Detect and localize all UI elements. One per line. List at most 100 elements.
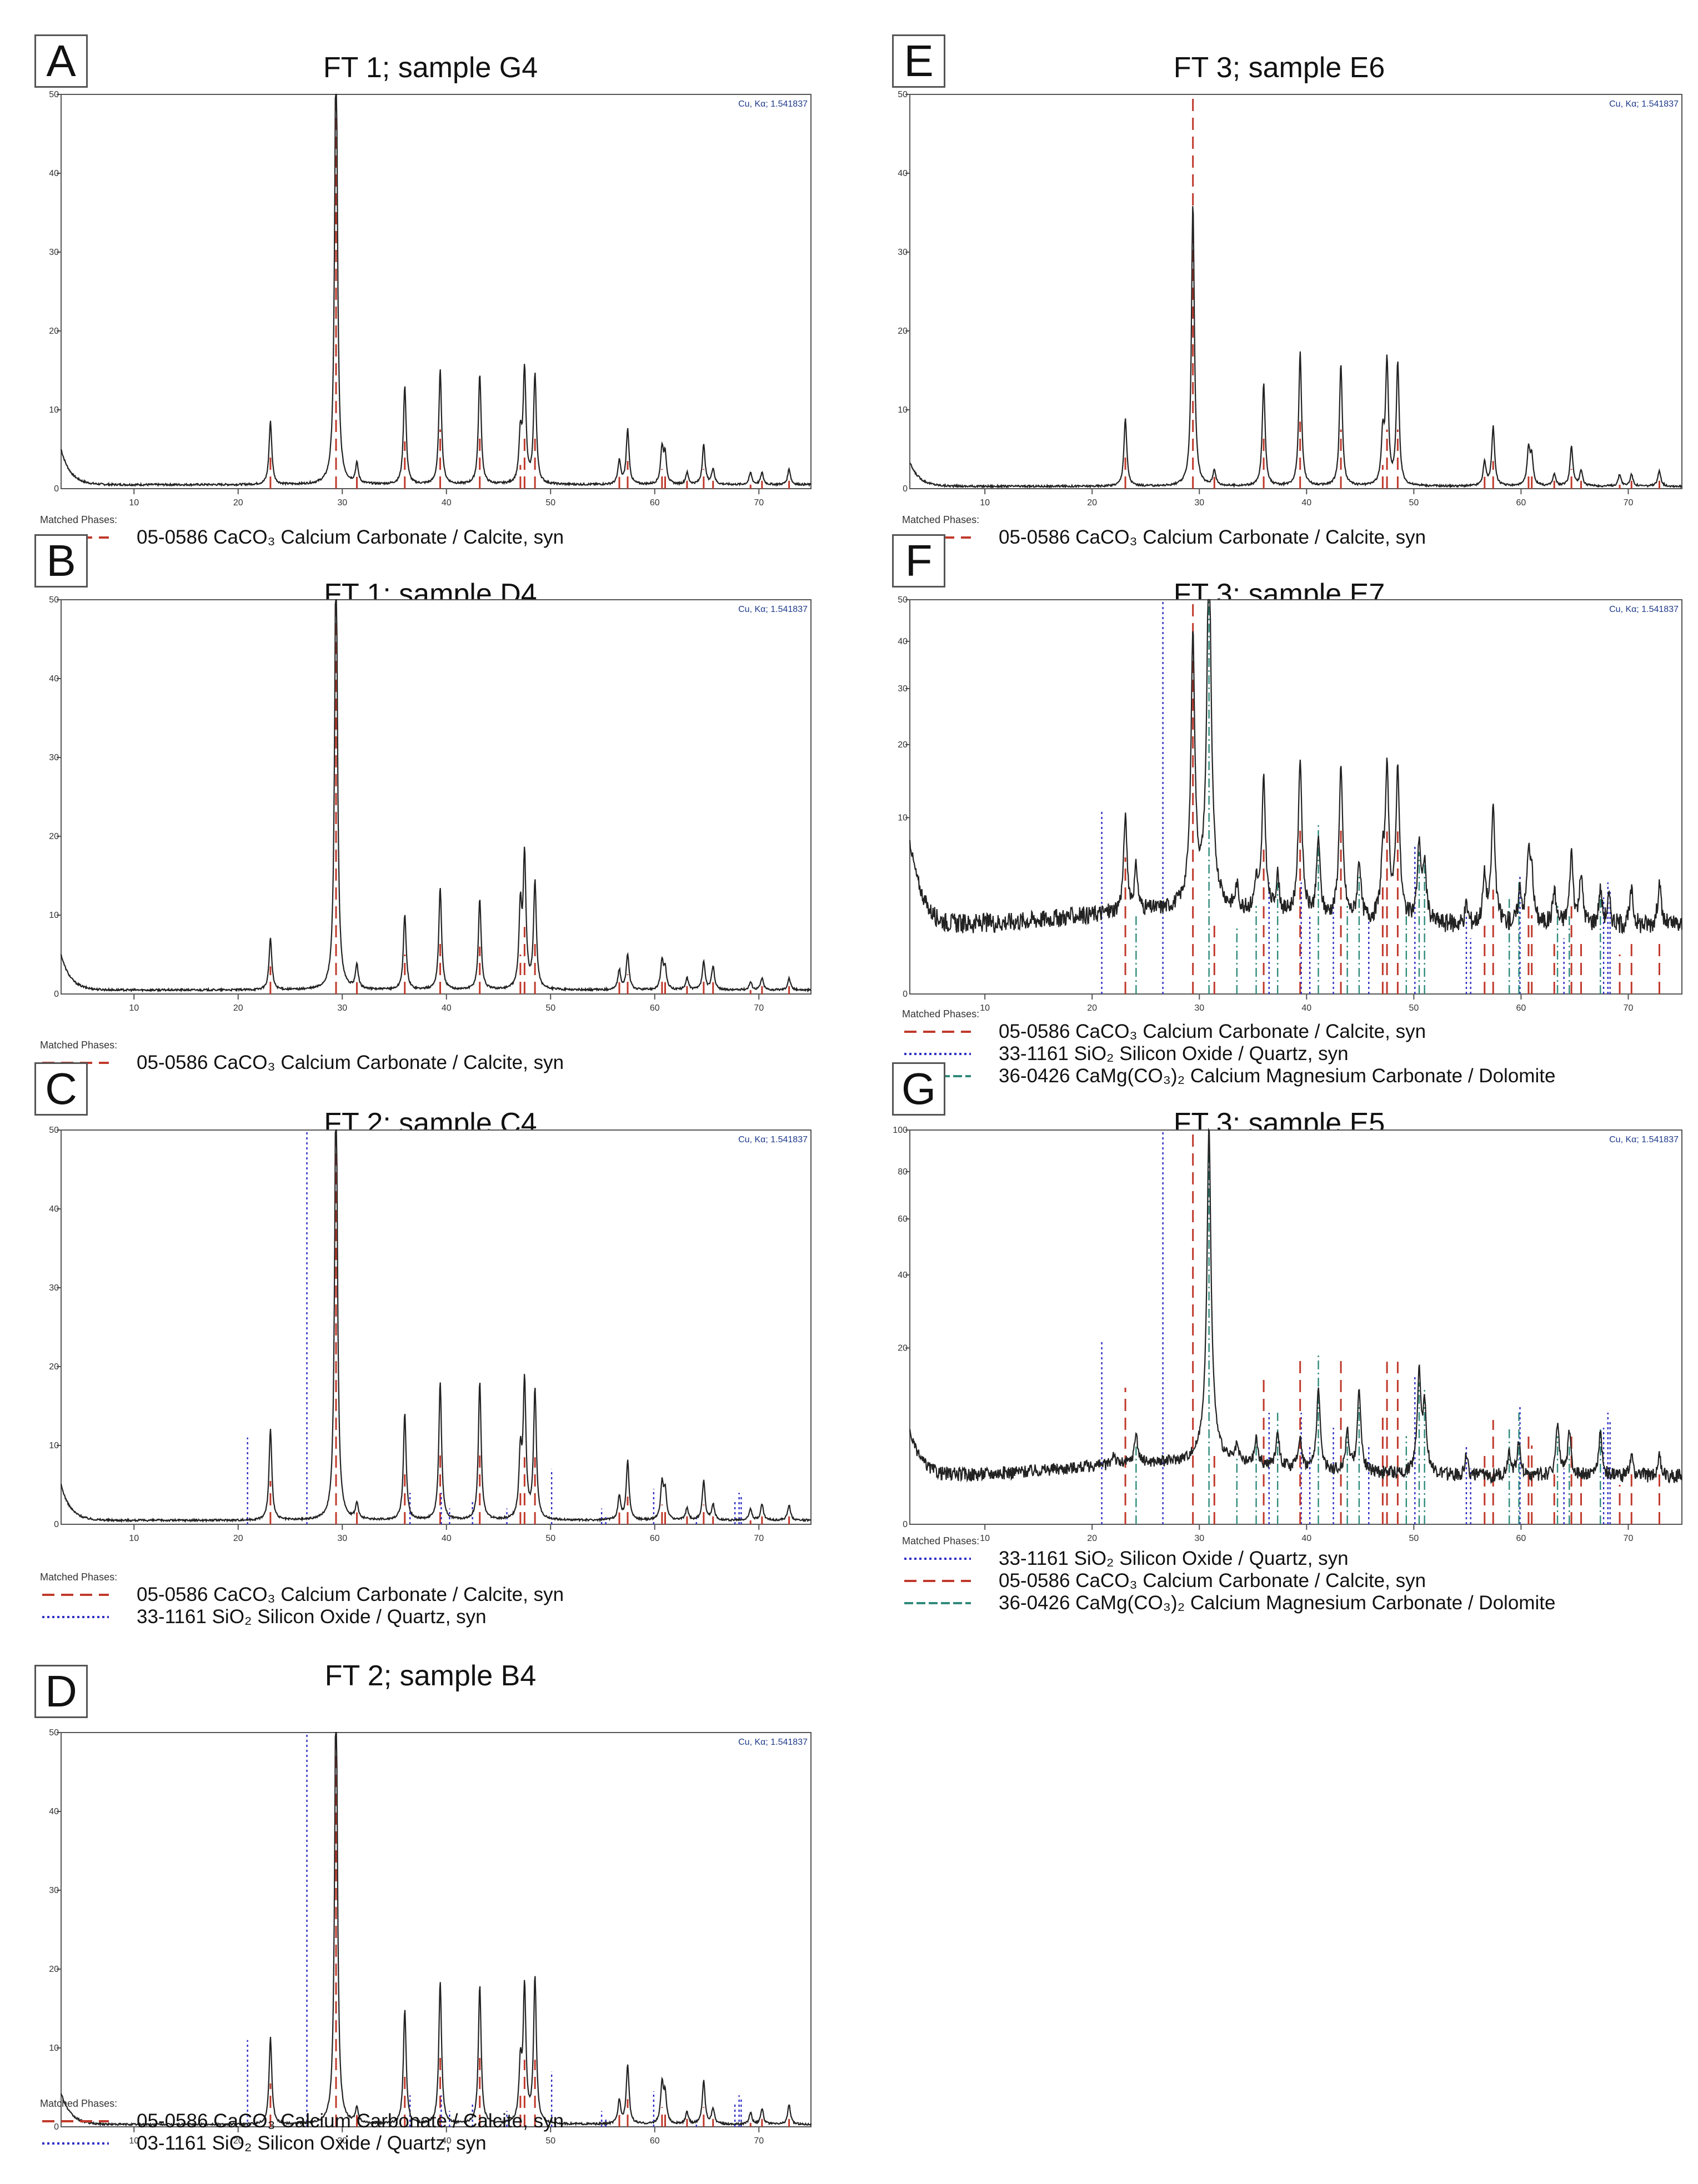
panel-b: B FT 1; sample D4 Cu, Kα; 1.541837 10 20 30… (0, 528, 849, 1088)
legend-heading: Matched Phases: (902, 514, 980, 525)
y-tick-label: 20 (898, 327, 908, 336)
legend-row-dolomite: 36-0426 CaMg(CO₃)₂ Calcium Magnesium Car… (902, 1592, 1555, 1614)
xrd-chart: Cu, Kα; 1.541837 10 20 30 40 50 0 10 20 30 40 50 60 7… (898, 595, 1683, 1013)
x-tick-label: 50 (545, 1003, 555, 1013)
x-tick-label: 10 (129, 2136, 139, 2146)
x-tick-label: 30 (1194, 1003, 1204, 1013)
panel-letter: D (34, 1665, 88, 1718)
legend-label: 33-1161 SiO₂ Silicon Oxide / Quartz, syn (999, 1548, 1349, 1569)
x-tick-label: 60 (1516, 1534, 1526, 1543)
legend-heading: Matched Phases: (40, 514, 118, 525)
plot-frame (909, 599, 1682, 995)
xrd-chart: Cu, Kα; 1.541837 10 20 30 40 50 0 10 20 30 40 50 60 7… (898, 90, 1682, 508)
legend-label: 05-0586 CaCO₃ Calcium Carbonate / Calcit… (137, 526, 564, 548)
y-tick-label: 0 (903, 484, 908, 494)
y-tick-label: 50 (49, 1728, 59, 1738)
radiation-label: Cu, Kα; 1.541837 (1609, 1135, 1679, 1144)
legend-row-quartz: 33-1161 SiO₂ Silicon Oxide / Quartz, syn (40, 1606, 564, 1628)
legend-label: 33-1161 SiO₂ Silicon Oxide / Quartz, syn (999, 1043, 1349, 1065)
y-tick-label: 40 (49, 1204, 59, 1214)
x-tick-label: 10 (980, 1534, 990, 1543)
x-tick-label: 60 (1516, 498, 1526, 508)
x-tick-label: 10 (129, 498, 139, 508)
legend-heading: Matched Phases: (40, 1572, 118, 1583)
radiation-label: Cu, Kα; 1.541837 (738, 605, 808, 614)
x-tick-label: 40 (442, 2136, 452, 2146)
xrd-chart: Cu, Kα; 1.541837 10 20 30 40 50 0 10 20 30 40 50 60 7… (49, 1126, 812, 1543)
legend-row-calcite: 05-0586 CaCO₃ Calcium Carbonate / Calcit… (40, 2110, 564, 2132)
y-tick-label: 60 (898, 1214, 908, 1224)
legend-swatch-quartz (904, 1558, 971, 1560)
y-tick-label: 0 (54, 2122, 59, 2132)
y-tick-label: 0 (54, 990, 59, 999)
x-tick-label: 70 (1624, 1003, 1634, 1013)
y-tick-label: 30 (49, 753, 59, 762)
panel-title: FT 3; sample E6 (1173, 52, 1385, 84)
x-tick-label: 50 (545, 2136, 555, 2146)
x-tick-label: 40 (442, 498, 452, 508)
legend-row-calcite: 05-0586 CaCO₃ Calcium Carbonate / Calcit… (902, 1021, 1555, 1043)
x-tick-label: 70 (1624, 1534, 1634, 1543)
legend-label: 05-0586 CaCO₃ Calcium Carbonate / Calcit… (999, 1021, 1426, 1042)
panel-letter: C (34, 1062, 88, 1116)
y-tick-label: 40 (898, 637, 908, 646)
legend-heading: Matched Phases: (40, 1040, 118, 1051)
measured-pattern-line (60, 1731, 812, 2127)
panel-e: E FT 3; sample E6 Cu, Kα; 1.541837 10 20 30… (849, 0, 1698, 561)
x-tick-label: 60 (1516, 1003, 1526, 1013)
plot-frame (61, 599, 812, 995)
y-tick-label: 20 (49, 1965, 59, 1974)
legend-row-quartz: 33-1161 SiO₂ Silicon Oxide / Quartz, syn (902, 1043, 1555, 1065)
x-tick-label: 50 (545, 498, 555, 508)
panel-letter: G (892, 1062, 945, 1116)
panel-title: FT 2; sample B4 (324, 1660, 537, 1692)
x-tick-label: 70 (1624, 498, 1634, 508)
legend-label: 33-1161 SiO₂ Silicon Oxide / Quartz, syn (137, 1606, 487, 1628)
x-tick-label: 30 (1194, 498, 1204, 508)
y-tick-label: 10 (49, 2044, 59, 2053)
x-tick-label: 10 (980, 498, 990, 508)
legend-swatch-quartz (42, 1616, 109, 1618)
y-tick-label: 100 (893, 1126, 908, 1135)
x-tick-label: 60 (650, 1003, 660, 1013)
y-tick-label: 50 (49, 595, 59, 605)
legend-label: 36-0426 CaMg(CO₃)₂ Calcium Magnesium Car… (999, 1592, 1556, 1614)
panel-g: G FT 3; sample E5 Cu, Kα; 1.541837 20 40 60… (849, 1052, 1698, 1630)
y-tick-label: 10 (49, 911, 59, 920)
y-tick-label: 40 (49, 674, 59, 684)
legend-swatch-calcite (904, 1580, 971, 1582)
x-tick-label: 40 (1301, 1003, 1311, 1013)
legend-row-calcite: 05-0586 CaCO₃ Calcium Carbonate / Calcit… (902, 1570, 1555, 1592)
radiation-label: Cu, Kα; 1.541837 (1609, 605, 1679, 614)
y-tick-label: 40 (898, 169, 908, 178)
panel-c: C FT 2; sample C4 Cu, Kα; 1.541837 10 20 30… (0, 1052, 849, 1630)
radiation-label: Cu, Kα; 1.541837 (1609, 99, 1679, 109)
x-tick-label: 60 (650, 498, 660, 508)
panel-letter: A (34, 34, 88, 88)
x-tick-label: 70 (754, 498, 764, 508)
x-tick-label: 20 (233, 1534, 243, 1543)
legend-label: 05-0586 CaCO₃ Calcium Carbonate / Calcit… (137, 1584, 564, 1605)
x-tick-label: 30 (337, 2136, 347, 2146)
x-tick-label: 30 (1194, 1534, 1204, 1543)
x-tick-label: 70 (754, 1534, 764, 1543)
legend-label: 05-0586 CaCO₃ Calcium Carbonate / Calcit… (999, 526, 1426, 548)
y-tick-label: 10 (898, 405, 908, 415)
x-tick-label: 50 (1409, 1534, 1419, 1543)
plot-frame (61, 1129, 812, 1525)
xrd-chart: Cu, Kα; 1.541837 20 40 60 80 100 0 10 20 30 40 50 60… (893, 1126, 1683, 1543)
panel-d: D FT 2; sample B4 Cu, Kα; 1.541837 10 20 30… (0, 1638, 849, 2184)
y-tick-label: 40 (49, 1807, 59, 1816)
legend-heading: Matched Phases: (902, 1008, 980, 1020)
x-tick-label: 40 (1301, 498, 1311, 508)
y-tick-label: 40 (898, 1271, 908, 1280)
plot-frame (61, 94, 812, 489)
panel-title: FT 1; sample G4 (323, 52, 538, 84)
y-tick-label: 0 (903, 1520, 908, 1529)
y-tick-label: 10 (49, 405, 59, 415)
x-tick-label: 20 (233, 2136, 243, 2146)
x-tick-label: 20 (233, 1003, 243, 1013)
x-tick-label: 70 (754, 1003, 764, 1013)
x-tick-label: 10 (129, 1534, 139, 1543)
legend-label: 05-0586 CaCO₃ Calcium Carbonate / Calcit… (999, 1570, 1426, 1591)
